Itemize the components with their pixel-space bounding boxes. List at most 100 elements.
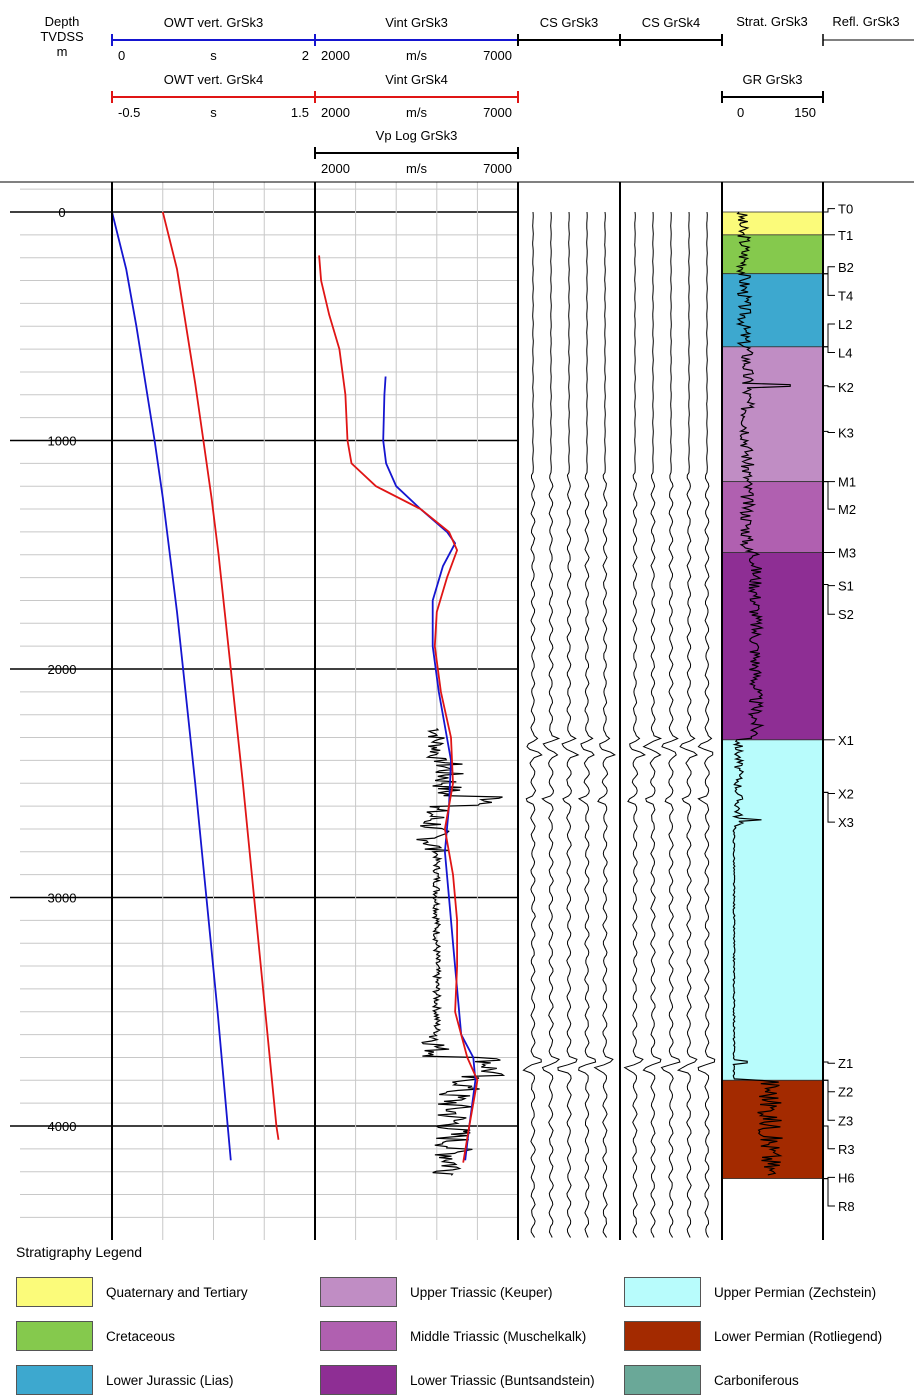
owt4-scale-min: -0.5 <box>118 105 140 120</box>
marker-label: K3 <box>838 426 854 441</box>
depth-header-line2: TVDSS <box>40 29 84 44</box>
vint4-title: Vint GrSk4 <box>385 72 448 87</box>
legend-swatch <box>16 1321 93 1351</box>
marker-label: R8 <box>838 1199 855 1214</box>
marker-leader <box>823 346 835 353</box>
cs-grsk3-trace <box>557 211 580 1238</box>
legend-swatch <box>320 1321 397 1351</box>
vint4-scale-max: 7000 <box>483 105 512 120</box>
marker-label: R3 <box>838 1142 855 1157</box>
legend-item: Lower Triassic (Buntsandstein) <box>320 1364 595 1396</box>
vint3-scale-max: 7000 <box>483 48 512 63</box>
legend-label: Lower Permian (Rotliegend) <box>714 1328 883 1344</box>
refl-title: Refl. GrSk3 <box>832 14 899 29</box>
owt4-title: OWT vert. GrSk4 <box>164 72 263 87</box>
legend-swatch <box>624 1321 701 1351</box>
marker-leader <box>823 1061 835 1064</box>
vint4-scale-min: 2000 <box>321 105 350 120</box>
legend-label: Upper Permian (Zechstein) <box>714 1284 877 1300</box>
marker-leader <box>823 1079 835 1093</box>
marker-leader <box>823 1125 835 1150</box>
vp-scale-unit: m/s <box>406 161 427 176</box>
formation-markers: T0 T1 B2 T4 L2 L4 K2 K3 M1 M2 M3 S1 S2 X1 X2 X3 Z1 Z2 Z3 R3… <box>823 202 856 1214</box>
marker-leader <box>823 791 835 823</box>
vint3-scale-min: 2000 <box>321 48 350 63</box>
marker-label: Z3 <box>838 1113 853 1128</box>
stratigraphy-legend: Quaternary and Tertiary Cretaceous Lower J… <box>0 1276 914 1395</box>
legend-swatch <box>320 1277 397 1307</box>
legend-label: Lower Triassic (Buntsandstein) <box>410 1372 595 1388</box>
marker-leader <box>823 385 835 388</box>
depth-header-line1: Depth <box>45 14 80 29</box>
depth-tick-label: 1000 <box>48 434 77 449</box>
legend-label: Cretaceous <box>106 1328 176 1344</box>
strat-interval-4 <box>721 481 824 553</box>
vint3-title: Vint GrSk3 <box>385 15 448 30</box>
vp-log-curve <box>416 727 506 1176</box>
depth-tick-label: 2000 <box>48 662 77 677</box>
cs-grsk4-trace <box>642 211 663 1238</box>
owt3-title: OWT vert. GrSk3 <box>164 15 263 30</box>
marker-label: L4 <box>838 346 852 361</box>
depth-header-line3: m <box>57 44 68 59</box>
owt3-scale-max: 2 <box>302 48 309 63</box>
cs-grsk3-trace <box>522 211 543 1238</box>
legend-item: Upper Permian (Zechstein) <box>624 1276 876 1308</box>
gr-scale-min: 0 <box>737 105 744 120</box>
legend-item: Quaternary and Tertiary <box>16 1276 248 1308</box>
curve-series <box>111 211 479 1163</box>
gr-title: GR GrSk3 <box>743 72 803 87</box>
legend-swatch <box>16 1277 93 1307</box>
depth-tick-label: 4000 <box>48 1119 77 1134</box>
cs-grsk4-trace <box>697 211 716 1238</box>
marker-leader <box>823 584 835 615</box>
track-frames <box>0 181 914 1240</box>
marker-leader <box>823 266 835 275</box>
cs-grsk3-trace <box>541 211 561 1238</box>
gr-scale-max: 150 <box>794 105 816 120</box>
strat-interval-2 <box>721 273 824 348</box>
marker-label: B2 <box>838 260 854 275</box>
marker-leader <box>823 1178 835 1207</box>
marker-label: M1 <box>838 475 856 490</box>
marker-label: K2 <box>838 380 854 395</box>
marker-label: T1 <box>838 228 853 243</box>
legend-swatch <box>624 1365 701 1395</box>
gr-log-curve <box>731 211 791 1176</box>
vint-curve-1 <box>318 255 479 1163</box>
legend-item: Carboniferous <box>624 1364 799 1396</box>
owt3-scale-min: 0 <box>118 48 125 63</box>
cs-grsk4-trace <box>623 211 646 1238</box>
marker-label: T4 <box>838 288 853 303</box>
marker-label: X3 <box>838 815 854 830</box>
legend-swatch <box>624 1277 701 1307</box>
marker-label: M2 <box>838 502 856 517</box>
strat-interval-0 <box>721 211 824 236</box>
cs-grsk3-trace <box>577 211 597 1238</box>
owt-curve-1 <box>161 211 280 1140</box>
legend-item: Upper Triassic (Keuper) <box>320 1276 553 1308</box>
cs4-title: CS GrSk4 <box>642 15 701 30</box>
marker-label: H6 <box>838 1170 855 1185</box>
marker-leader <box>823 323 835 348</box>
cs-grsk4-trace <box>660 211 681 1238</box>
legend-swatch <box>320 1365 397 1395</box>
vp-scale-min: 2000 <box>321 161 350 176</box>
vint4-scale-unit: m/s <box>406 105 427 120</box>
marker-label: X1 <box>838 733 854 748</box>
owt4-scale-max: 1.5 <box>291 105 309 120</box>
depth-tick-label: 3000 <box>48 891 77 906</box>
marker-label: X2 <box>838 787 854 802</box>
marker-label: M3 <box>838 545 856 560</box>
depth-tick-label: 0 <box>58 205 65 220</box>
depth-axis: 0 1000 2000 3000 4000 <box>48 205 77 1134</box>
marker-leader <box>823 273 835 296</box>
legend-label: Lower Jurassic (Lias) <box>106 1372 234 1388</box>
marker-label: T0 <box>838 202 853 217</box>
vp-scale-max: 7000 <box>483 161 512 176</box>
owt3-scale-unit: s <box>210 48 217 63</box>
cs-grsk3-trace <box>593 211 616 1238</box>
strat-interval-6 <box>721 739 824 1081</box>
